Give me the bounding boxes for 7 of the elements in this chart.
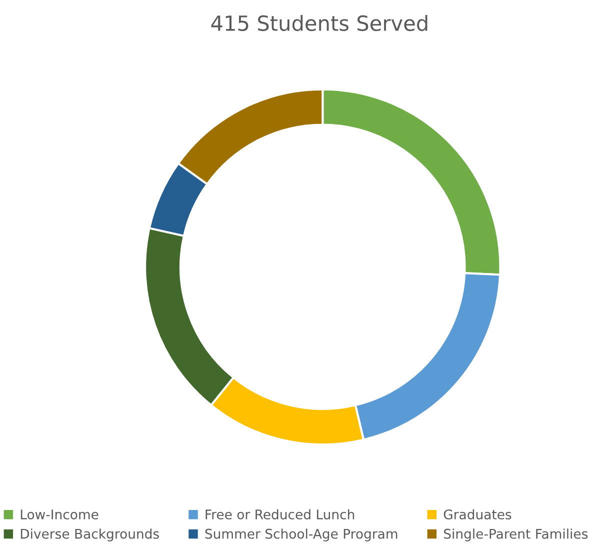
legend-label: Diverse Backgrounds xyxy=(20,528,159,542)
legend-label: Single-Parent Families xyxy=(444,528,588,542)
legend-label: Free or Reduced Lunch xyxy=(206,509,354,520)
legend-label: Low-Income xyxy=(20,510,98,520)
legend-label: Graduates xyxy=(444,509,512,520)
chart-title: 415 Students Served xyxy=(211,14,428,32)
legend-label: Summer School-Age Program xyxy=(205,528,398,542)
